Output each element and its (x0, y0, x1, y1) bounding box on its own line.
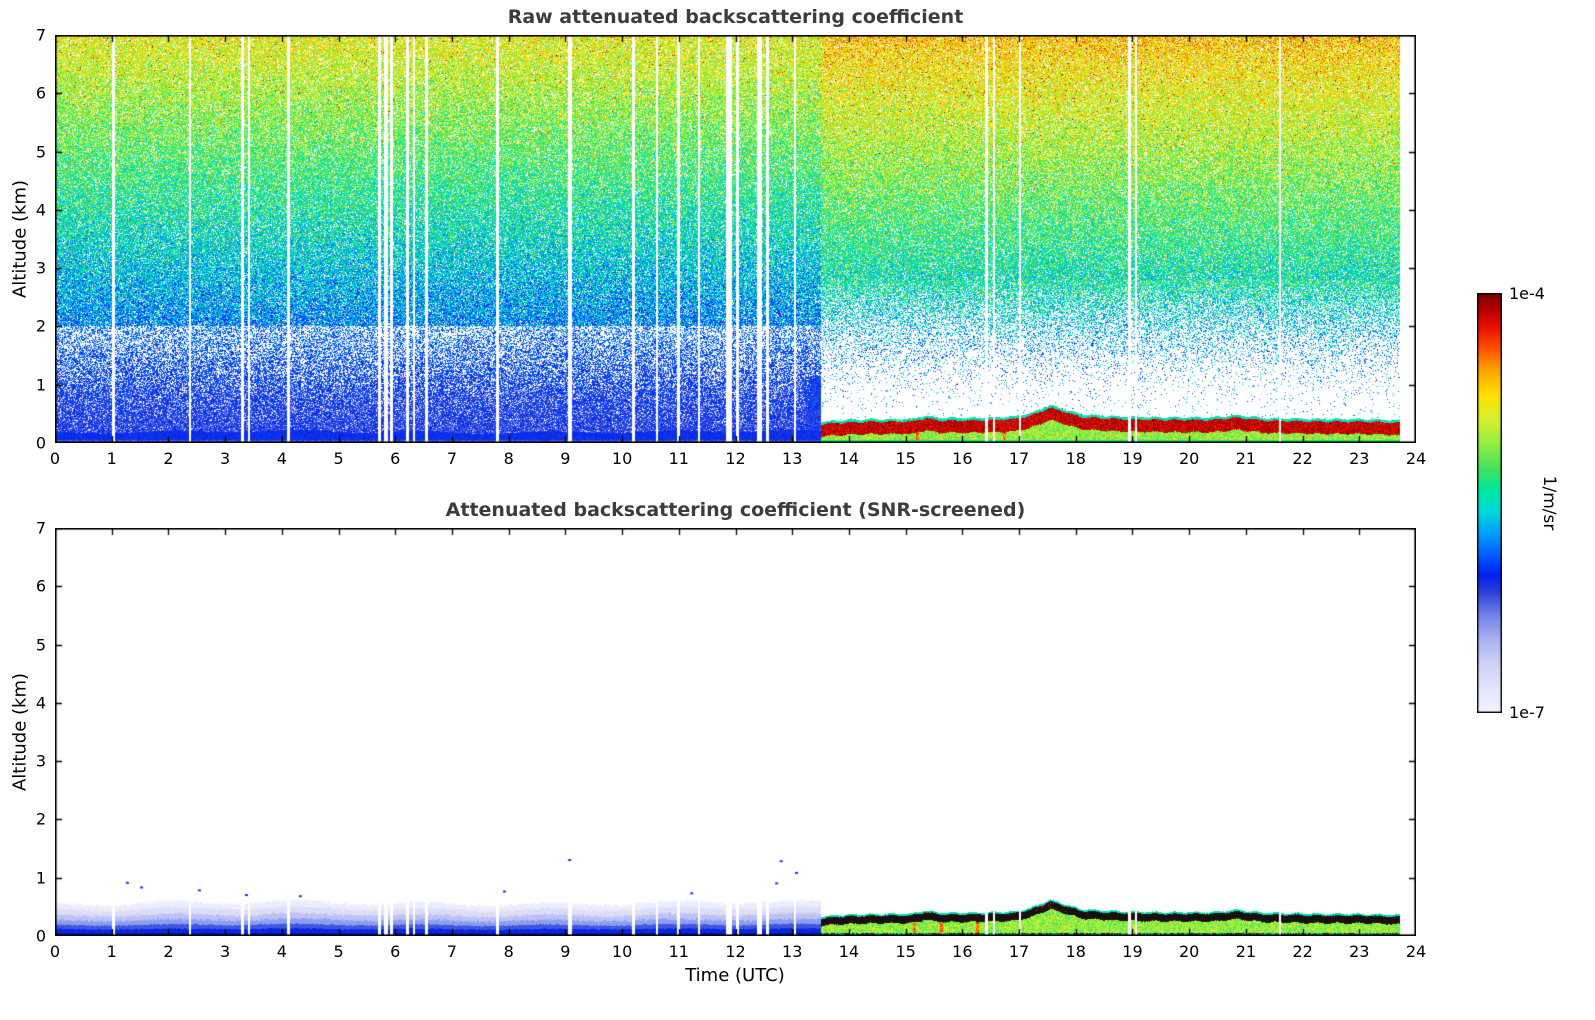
x-tick-label: 12 (725, 942, 746, 961)
x-tick-label: 10 (611, 449, 633, 468)
x-tick-label: 18 (1065, 942, 1086, 961)
x-tick-label: 18 (1065, 449, 1086, 468)
x-tick-label: 0 (49, 942, 61, 961)
y-axis-label-screened: Altitude (km) (9, 672, 31, 792)
screened-heatmap-canvas (55, 528, 1416, 936)
x-tick-label: 0 (49, 449, 61, 468)
y-tick-label: 5 (35, 635, 46, 655)
y-tick-label: 1 (35, 375, 46, 395)
x-tick-label: 23 (1349, 449, 1370, 468)
x-tick-label: 2 (163, 942, 174, 961)
panel-title-screened: Attenuated backscattering coefficient (S… (445, 499, 1026, 521)
y-tick-label: 0 (35, 433, 46, 453)
y-tick-label: 6 (35, 83, 46, 103)
x-tick-label: 19 (1122, 449, 1143, 468)
x-tick-label: 6 (390, 449, 401, 468)
x-tick-label: 16 (952, 942, 973, 961)
y-tick-label: 3 (35, 751, 46, 771)
x-tick-label: 5 (333, 942, 344, 961)
raw-heatmap-canvas (55, 35, 1416, 443)
x-tick-label: 21 (1235, 449, 1257, 468)
x-tick-label: 4 (276, 942, 287, 961)
x-axis-label: Time (UTC) (685, 965, 785, 986)
x-tick-label: 16 (952, 449, 973, 468)
x-tick-label: 15 (895, 449, 916, 468)
x-tick-label: 13 (782, 449, 803, 468)
x-tick-label: 3 (220, 942, 231, 961)
x-tick-label: 22 (1292, 942, 1313, 961)
x-tick-label: 5 (333, 449, 344, 468)
x-tick-label: 14 (838, 942, 860, 961)
x-tick-label: 19 (1122, 942, 1143, 961)
x-tick-label: 21 (1235, 942, 1257, 961)
x-tick-label: 17 (1008, 942, 1030, 961)
x-tick-label: 4 (276, 449, 287, 468)
x-tick-label: 6 (390, 942, 401, 961)
x-tick-label: 12 (725, 449, 746, 468)
y-tick-label: 0 (35, 926, 46, 946)
x-tick-label: 14 (838, 449, 860, 468)
x-tick-label: 17 (1008, 449, 1030, 468)
y-tick-label: 2 (35, 316, 46, 336)
x-tick-label: 1 (106, 449, 117, 468)
y-tick-label: 5 (35, 142, 46, 162)
x-tick-label: 3 (220, 449, 231, 468)
x-tick-label: 8 (503, 449, 514, 468)
x-tick-label: 24 (1405, 449, 1427, 468)
y-tick-label: 4 (35, 693, 46, 713)
x-tick-label: 13 (782, 942, 803, 961)
x-tick-label: 22 (1292, 449, 1313, 468)
x-tick-label: 10 (611, 942, 633, 961)
x-tick-label: 8 (503, 942, 514, 961)
x-tick-label: 20 (1178, 942, 1200, 961)
x-tick-label: 20 (1178, 449, 1200, 468)
x-tick-label: 9 (560, 942, 571, 961)
x-tick-label: 9 (560, 449, 571, 468)
colorbar-min-label: 1e-7 (1509, 703, 1545, 722)
y-tick-label: 4 (35, 200, 46, 220)
x-tick-label: 11 (668, 942, 689, 961)
y-tick-label: 1 (35, 868, 46, 888)
colorbar (1477, 293, 1502, 713)
x-tick-label: 15 (895, 942, 916, 961)
y-tick-label: 6 (35, 576, 46, 596)
colorbar-max-label: 1e-4 (1509, 284, 1545, 303)
y-tick-label: 2 (35, 809, 46, 829)
x-tick-label: 23 (1349, 942, 1370, 961)
colorbar-unit-label: 1/m/sr (1539, 475, 1559, 531)
y-tick-label: 7 (35, 25, 46, 45)
x-tick-label: 7 (446, 942, 458, 961)
x-tick-label: 1 (106, 942, 117, 961)
x-tick-label: 11 (668, 449, 689, 468)
y-axis-label-raw: Altitude (km) (9, 179, 31, 299)
x-tick-label: 2 (163, 449, 174, 468)
y-tick-label: 3 (35, 258, 46, 278)
x-tick-label: 7 (446, 449, 458, 468)
panel-title-raw: Raw attenuated backscattering coefficien… (507, 6, 964, 28)
x-tick-label: 24 (1405, 942, 1427, 961)
y-tick-label: 7 (35, 518, 46, 538)
